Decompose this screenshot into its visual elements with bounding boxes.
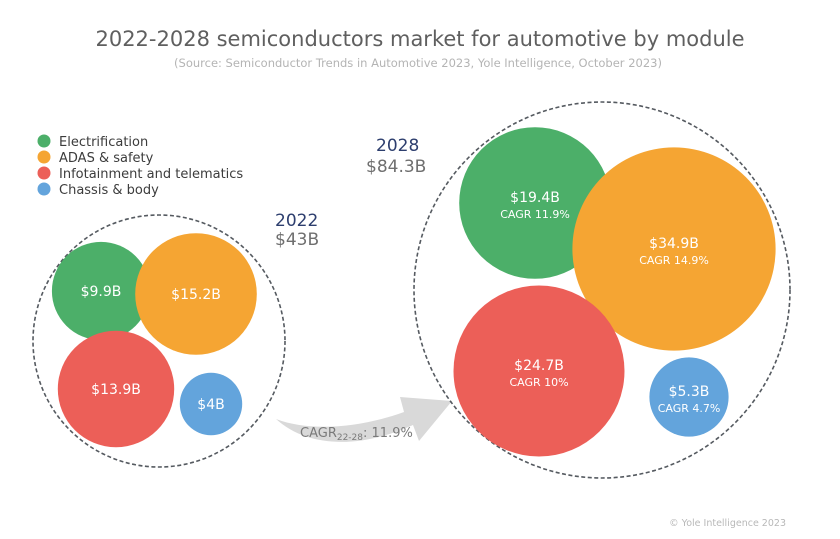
bubble-value-label: $15.2B xyxy=(171,287,221,303)
bubble-circle xyxy=(453,285,625,457)
group-2022-total: $43B xyxy=(275,230,319,250)
legend: Electrification ADAS & safety Infotainme… xyxy=(37,134,243,198)
bubble-value-label: $4B xyxy=(197,397,224,413)
bubble-2022-adas-safety: $15.2B xyxy=(135,233,257,355)
bubble-value-label: $13.9B xyxy=(91,382,141,398)
legend-dot-adas-safety xyxy=(37,150,51,164)
overall-cagr-subscript: 22-28 xyxy=(337,433,363,443)
group-2028-total: $84.3B xyxy=(366,157,426,177)
bubble-circle xyxy=(649,357,729,437)
bubble-cagr-label: CAGR 4.7% xyxy=(658,402,721,415)
bubble-value-label: $24.7B xyxy=(514,358,564,374)
bubble-2028-adas-safety: $34.9B CAGR 14.9% xyxy=(572,147,776,351)
group-2028-boundary xyxy=(413,101,791,479)
bubble-cagr-label: CAGR 14.9% xyxy=(639,254,709,267)
chart-title: 2022-2028 semiconductors market for auto… xyxy=(95,27,744,51)
legend-label: ADAS & safety xyxy=(59,151,154,166)
bubble-cagr-label: CAGR 11.9% xyxy=(500,208,570,221)
group-2028-year: 2028 xyxy=(376,136,419,156)
group-2022: $9.9B $15.2B $13.9B $4B 2022 $43B xyxy=(32,211,319,468)
legend-item-adas-safety: ADAS & safety xyxy=(37,150,154,166)
bubble-circle xyxy=(51,241,151,341)
legend-label: Chassis & body xyxy=(59,183,159,198)
legend-dot-electrification xyxy=(37,134,51,148)
group-2028: $19.4B CAGR 11.9% $34.9B CAGR 14.9% $24.7B CA… xyxy=(366,101,791,479)
growth-arrow: CAGR22-28: 11.9% xyxy=(276,397,452,443)
group-2022-year: 2022 xyxy=(275,211,318,231)
bubble-2022-chassis-body: $4B xyxy=(179,372,243,436)
bubble-2028-infotainment-and-telematics: $24.7B CAGR 10% xyxy=(453,285,625,457)
bubble-circle xyxy=(135,233,257,355)
bubble-2022-electrification: $9.9B xyxy=(51,241,151,341)
bubble-value-label: $5.3B xyxy=(669,384,710,400)
bubble-circle xyxy=(57,330,175,448)
overall-cagr-label: CAGR22-28: 11.9% xyxy=(300,426,413,443)
overall-cagr-value: : 11.9% xyxy=(363,426,413,441)
legend-item-infotainment: Infotainment and telematics xyxy=(37,166,243,182)
legend-label: Electrification xyxy=(59,135,148,150)
legend-dot-chassis-body xyxy=(37,182,51,196)
legend-item-chassis-body: Chassis & body xyxy=(37,182,159,198)
legend-label: Infotainment and telematics xyxy=(59,167,243,182)
bubble-circle xyxy=(572,147,776,351)
copyright-notice: © Yole Intelligence 2023 xyxy=(669,518,786,529)
bubble-2022-infotainment-and-telematics: $13.9B xyxy=(57,330,175,448)
legend-dot-infotainment xyxy=(37,166,51,180)
bubble-2028-chassis-body: $5.3B CAGR 4.7% xyxy=(649,357,729,437)
bubble-cagr-label: CAGR 10% xyxy=(509,376,568,389)
bubble-value-label: $34.9B xyxy=(649,236,699,252)
bubble-circle xyxy=(179,372,243,436)
legend-item-electrification: Electrification xyxy=(37,134,148,150)
bubble-value-label: $9.9B xyxy=(81,284,122,300)
bubble-value-label: $19.4B xyxy=(510,190,560,206)
chart-subtitle: (Source: Semiconductor Trends in Automot… xyxy=(174,56,662,70)
overall-cagr-prefix: CAGR xyxy=(300,426,337,441)
growth-arrow-shape xyxy=(276,397,452,442)
group-2022-boundary xyxy=(32,214,286,468)
